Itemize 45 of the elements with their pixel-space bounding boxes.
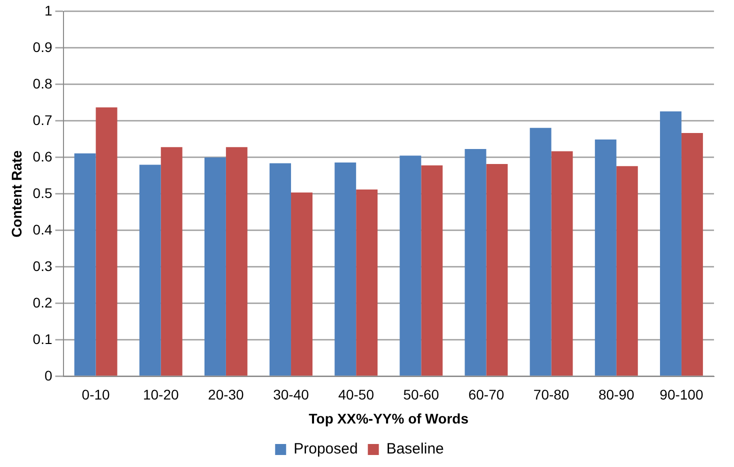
bar xyxy=(291,192,312,376)
y-tick-label: 0.9 xyxy=(32,38,52,55)
bar xyxy=(660,111,682,376)
x-tick-label: 80-90 xyxy=(598,386,635,403)
y-tick-label: 0 xyxy=(44,367,52,384)
legend-label: Proposed xyxy=(294,440,358,458)
bar xyxy=(204,157,226,376)
bar xyxy=(139,164,161,376)
y-axis-title: Content Rate xyxy=(8,150,24,238)
y-tick-label: 1 xyxy=(44,2,52,18)
bar xyxy=(530,128,552,376)
y-tick-label: 0.6 xyxy=(32,148,52,164)
y-tick-label: 0.7 xyxy=(32,112,52,128)
y-tick-label: 0.8 xyxy=(32,75,52,92)
x-tick-label: 70-80 xyxy=(533,386,570,403)
y-tick-label: 0.3 xyxy=(32,258,52,274)
bar xyxy=(96,107,118,376)
x-axis-title: Top XX%-YY% of Words xyxy=(308,410,469,426)
x-tick-label: 30-40 xyxy=(273,386,310,403)
bar xyxy=(594,140,616,376)
bar xyxy=(551,151,573,376)
x-tick-label: 60-70 xyxy=(468,386,504,403)
x-tick-label: 10-20 xyxy=(142,386,179,403)
bar xyxy=(356,190,378,376)
x-tick-label: 90-100 xyxy=(660,386,704,403)
bar xyxy=(400,156,422,376)
bar xyxy=(74,153,96,376)
x-tick-label: 50-60 xyxy=(403,386,440,403)
bar xyxy=(160,147,182,376)
y-tick-label: 0.2 xyxy=(32,294,52,310)
y-tick-label: 0.1 xyxy=(32,330,52,347)
y-tick-label: 0.5 xyxy=(32,184,52,201)
x-tick-label: 0-10 xyxy=(82,386,110,403)
bar xyxy=(681,132,703,376)
bar xyxy=(334,162,356,376)
bar xyxy=(421,165,443,376)
bar xyxy=(616,166,638,376)
y-tick-label: 0.4 xyxy=(32,221,52,238)
bar xyxy=(226,147,248,376)
x-tick-label: 20-30 xyxy=(208,386,244,403)
bar xyxy=(486,164,508,376)
legend-label: Baseline xyxy=(386,440,444,458)
bar xyxy=(464,149,486,376)
bar xyxy=(270,163,292,376)
x-tick-label: 40-50 xyxy=(338,386,374,403)
